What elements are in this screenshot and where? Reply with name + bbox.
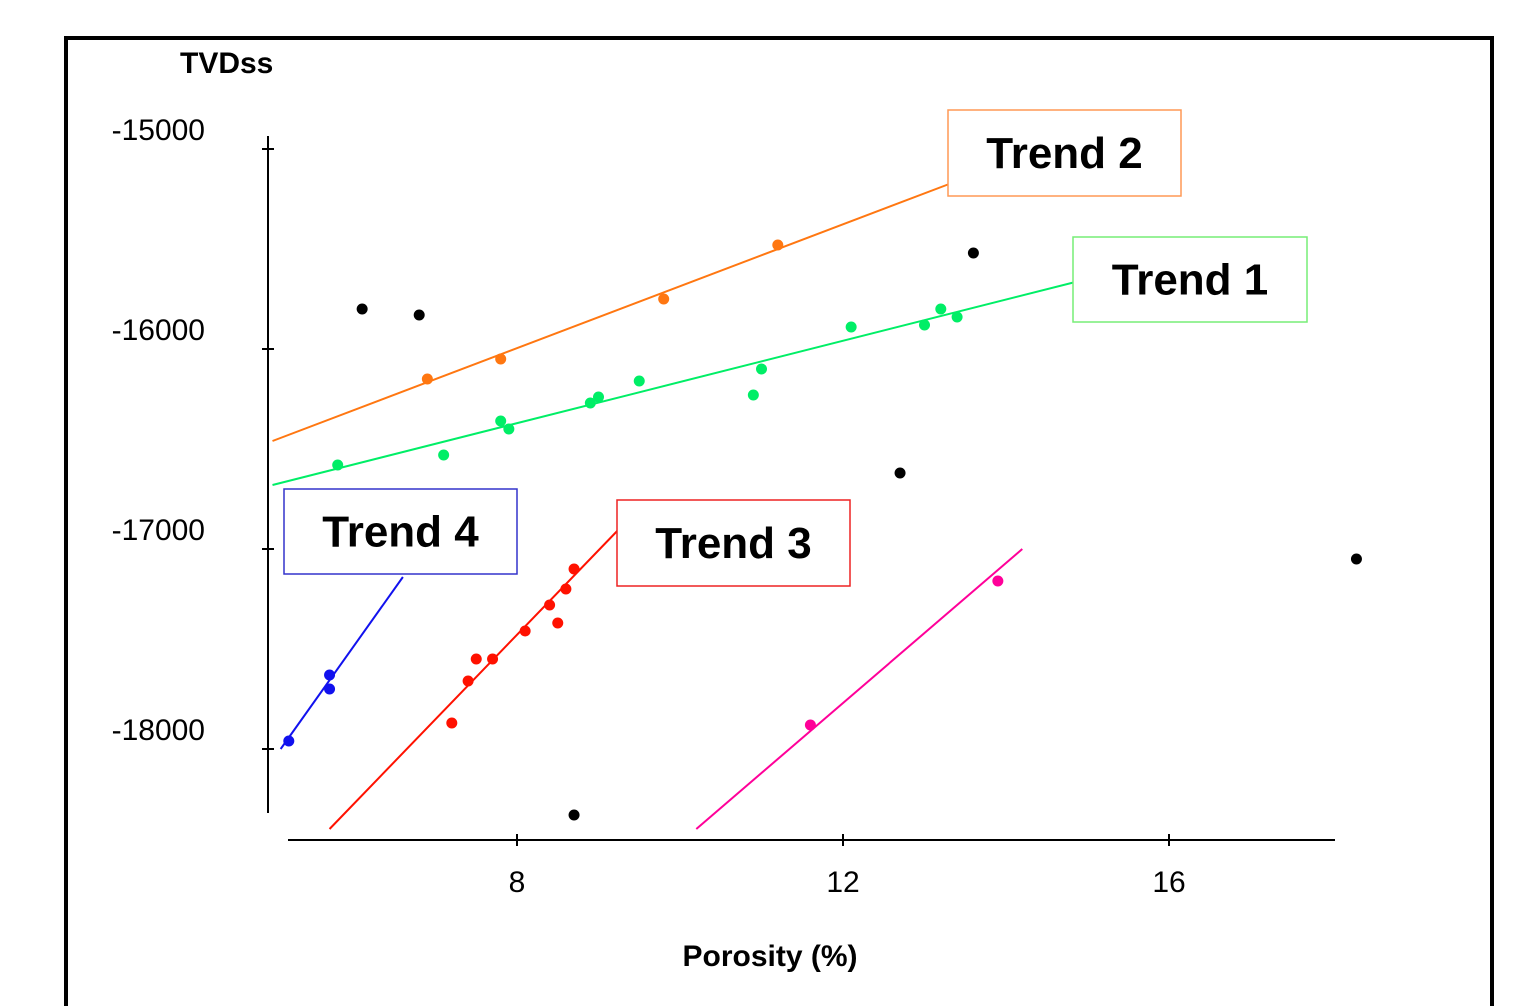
- data-point: [593, 391, 604, 403]
- data-point: [413, 309, 425, 321]
- trend-line: [695, 548, 1023, 830]
- y-tick-label: -17000: [112, 514, 205, 547]
- trend-line: [272, 280, 1080, 486]
- data-point: [935, 303, 947, 315]
- data-point: [658, 293, 670, 305]
- trend-label-trend-2: Trend 2: [947, 109, 1182, 197]
- trend-label-text: Trend 2: [986, 129, 1143, 178]
- data-point: [967, 247, 979, 259]
- data-point: [747, 389, 759, 401]
- y-axis-title: TVDss: [180, 47, 273, 80]
- trend-label-trend-3: Trend 3: [616, 499, 851, 587]
- trend-label-text: Trend 3: [655, 519, 812, 568]
- data-point: [462, 675, 474, 687]
- y-tick-label: -15000: [112, 114, 205, 147]
- x-axis-title: Porosity (%): [682, 940, 857, 973]
- data-point: [421, 373, 433, 385]
- data-point: [633, 375, 645, 387]
- chart-frame: [64, 36, 1494, 1006]
- data-point: [951, 311, 963, 323]
- data-point: [446, 717, 458, 729]
- data-point: [845, 321, 857, 333]
- trend-label-trend-4: Trend 4: [283, 488, 518, 575]
- data-point: [283, 735, 295, 747]
- data-point: [503, 423, 515, 435]
- trend-label-box: [616, 499, 851, 587]
- y-tick-label: -18000: [112, 714, 205, 747]
- trend-label-box: [283, 488, 518, 575]
- data-point: [356, 303, 368, 315]
- data-point: [487, 653, 499, 665]
- trend-line: [328, 524, 624, 830]
- data-point: [552, 617, 564, 629]
- data-point: [519, 625, 531, 637]
- data-point: [804, 719, 816, 731]
- x-tick-label: 12: [826, 866, 859, 899]
- data-point: [438, 449, 450, 461]
- trend-label-trend-1: Trend 1: [1072, 236, 1308, 323]
- y-tick-label: -16000: [112, 314, 205, 347]
- data-point: [324, 683, 336, 695]
- data-point: [584, 397, 596, 409]
- data-point: [470, 653, 482, 665]
- data-point: [568, 809, 580, 821]
- data-point: [568, 563, 580, 575]
- trend-label-text: Trend 4: [322, 508, 479, 557]
- data-point: [992, 575, 1004, 587]
- x-tick-label: 8: [509, 866, 526, 899]
- trend-label-box: [1072, 236, 1308, 323]
- data-point: [495, 353, 507, 365]
- x-tick-label: 16: [1152, 866, 1185, 899]
- data-point: [544, 599, 556, 611]
- trend-line: [279, 576, 404, 750]
- trend-label-box: [947, 109, 1182, 197]
- data-point: [560, 583, 572, 595]
- data-point: [324, 669, 336, 681]
- trend-line: [272, 180, 958, 442]
- data-point: [332, 459, 344, 471]
- data-point: [495, 415, 507, 427]
- data-point: [772, 239, 784, 251]
- trend-label-text: Trend 1: [1112, 256, 1269, 305]
- data-point: [919, 319, 930, 331]
- data-point: [894, 467, 906, 479]
- data-point: [756, 363, 767, 375]
- data-point: [1350, 553, 1362, 565]
